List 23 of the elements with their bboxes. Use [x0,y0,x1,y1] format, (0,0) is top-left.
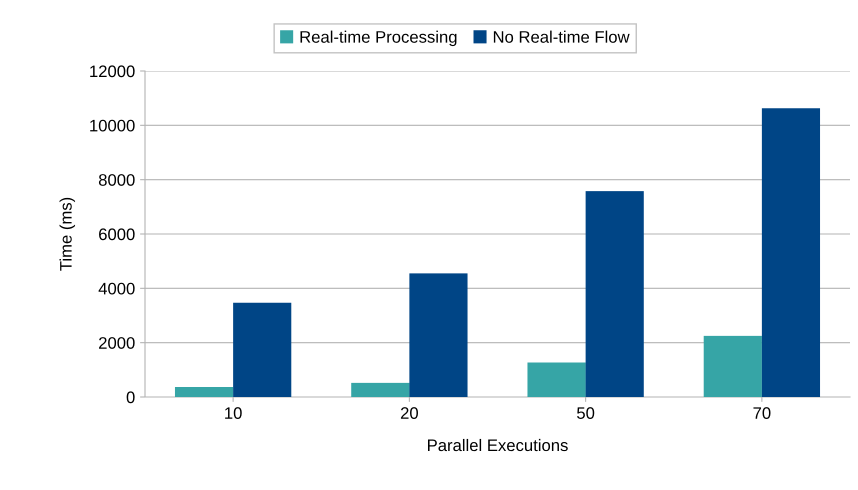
x-axis-title: Parallel Executions [428,438,568,452]
bar [351,382,410,397]
legend-label: No Real-time Flow [494,30,630,43]
bar [174,386,234,397]
y-tick-label: 2000 [99,337,135,349]
bar [233,302,292,397]
x-tick-label: 50 [577,407,594,419]
x-tick-label: 70 [753,407,770,419]
y-tick-label: 6000 [99,228,135,240]
y-tick-label: 12000 [90,65,135,78]
y-tick-label: 0 [126,391,135,404]
bar [409,273,468,397]
bar [586,191,644,397]
y-tick-label: 8000 [98,174,135,186]
x-tick-label: 10 [225,407,242,419]
y-tick-label: 10000 [90,120,135,132]
legend-label: Real-time Processing [300,30,456,46]
y-tick-label: 4000 [98,282,135,295]
bar [762,108,820,397]
y-axis-title: Time (ms) [60,198,76,271]
x-tick-label: 20 [400,407,418,419]
bar [527,362,586,397]
bar [704,336,762,397]
